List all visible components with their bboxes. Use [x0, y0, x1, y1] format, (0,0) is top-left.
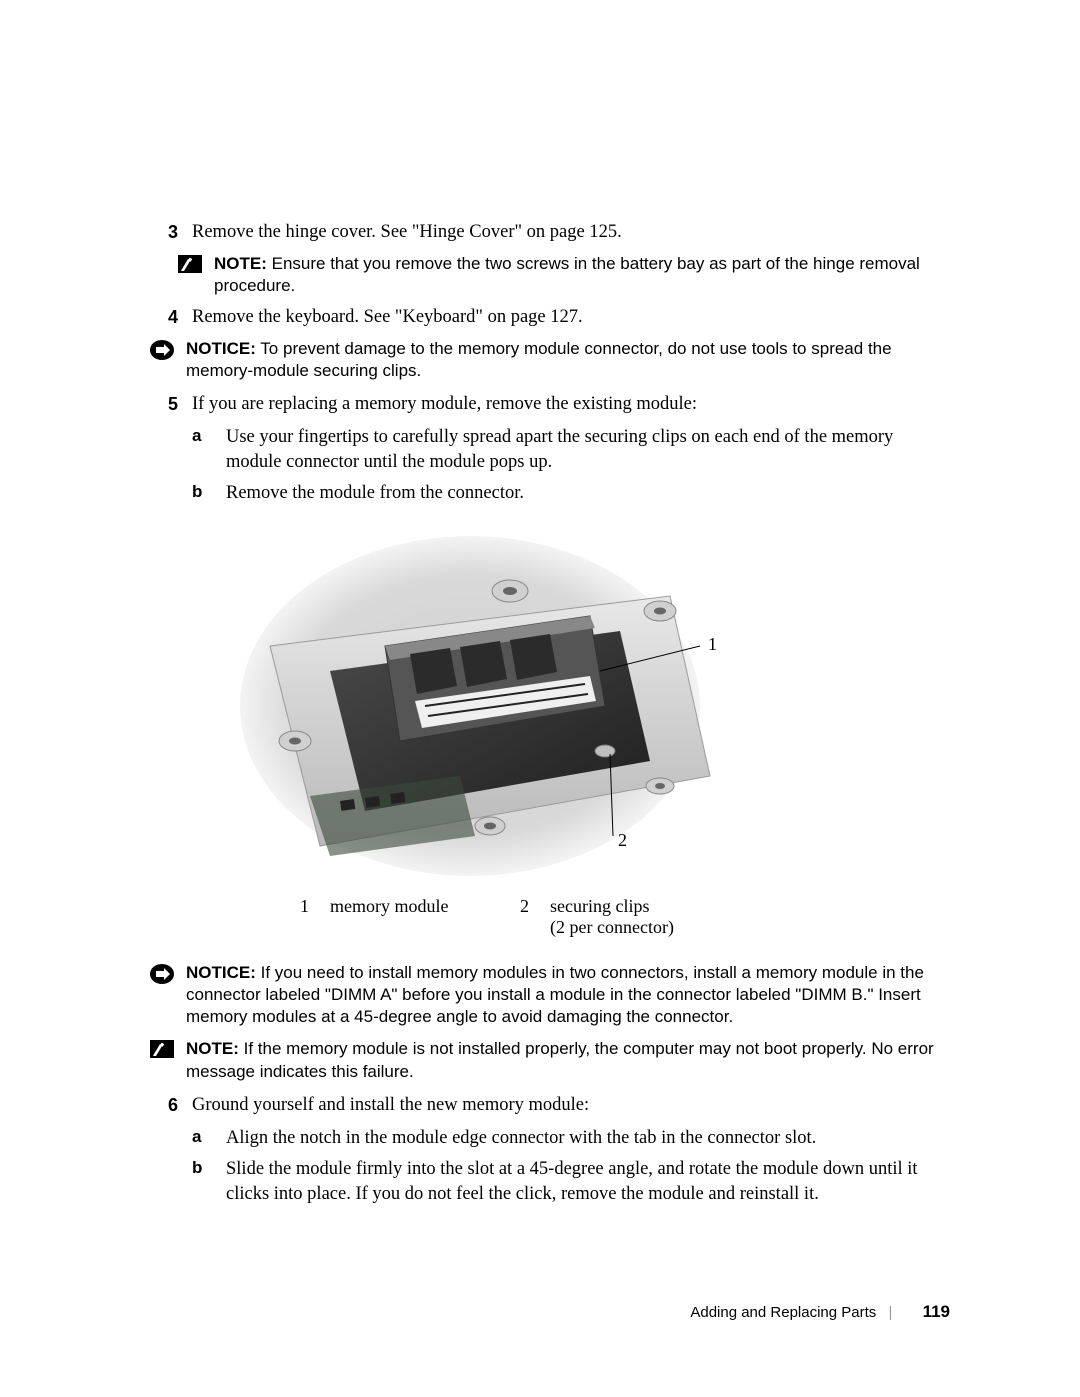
- substep-text: Slide the module firmly into the slot at…: [216, 1157, 950, 1207]
- figure-callout-2: 2: [618, 830, 627, 850]
- notice-icon: [150, 964, 176, 984]
- step-number: 3: [150, 220, 178, 245]
- substep-6b: b Slide the module firmly into the slot …: [192, 1157, 950, 1207]
- figure-callout-1: 1: [708, 634, 717, 654]
- legend-label-1: memory module: [320, 896, 520, 938]
- note-icon: [178, 255, 204, 275]
- notice-body: To prevent damage to the memory module c…: [186, 339, 892, 380]
- note-text: NOTE: Ensure that you remove the two scr…: [204, 253, 950, 297]
- step-5: 5 If you are replacing a memory module, …: [150, 392, 950, 417]
- step-text: Ground yourself and install the new memo…: [178, 1093, 950, 1118]
- legend-label-2: securing clips: [540, 896, 740, 917]
- memory-module-figure: 1 2: [150, 536, 950, 886]
- notice-body: If you need to install memory modules in…: [186, 963, 924, 1026]
- notice-icon: [150, 340, 176, 360]
- notice-callout: NOTICE: To prevent damage to the memory …: [150, 338, 950, 382]
- step-number: 6: [150, 1093, 178, 1118]
- step-6: 6 Ground yourself and install the new me…: [150, 1093, 950, 1118]
- legend-num-1: 1: [300, 896, 320, 938]
- step-text: Remove the keyboard. See "Keyboard" on p…: [178, 305, 950, 330]
- substep-letter: a: [192, 425, 216, 475]
- substep-letter: a: [192, 1126, 216, 1151]
- note-icon: [150, 1040, 176, 1060]
- manual-page: 3 Remove the hinge cover. See "Hinge Cov…: [0, 0, 1080, 1397]
- substep-6a: a Align the notch in the module edge con…: [192, 1126, 950, 1151]
- substep-5b: b Remove the module from the connector.: [192, 481, 950, 506]
- note-label: NOTE:: [186, 1039, 239, 1058]
- page-footer: Adding and Replacing Parts | 119: [690, 1302, 950, 1322]
- notice-text: NOTICE: If you need to install memory mo…: [176, 962, 950, 1028]
- step-3: 3 Remove the hinge cover. See "Hinge Cov…: [150, 220, 950, 245]
- footer-page-number: 119: [905, 1302, 950, 1321]
- substep-5a: a Use your fingertips to carefully sprea…: [192, 425, 950, 475]
- step-4: 4 Remove the keyboard. See "Keyboard" on…: [150, 305, 950, 330]
- step-text: If you are replacing a memory module, re…: [178, 392, 950, 417]
- notice-label: NOTICE:: [186, 963, 256, 982]
- step-number: 4: [150, 305, 178, 330]
- note-label: NOTE:: [214, 254, 267, 273]
- note-text: NOTE: If the memory module is not instal…: [176, 1038, 950, 1082]
- notice-label: NOTICE:: [186, 339, 256, 358]
- footer-section: Adding and Replacing Parts: [690, 1304, 876, 1321]
- legend-num-2: 2: [520, 896, 540, 938]
- figure-legend: 1 memory module 2 securing clips (2 per …: [300, 896, 950, 938]
- substep-letter: b: [192, 1157, 216, 1207]
- note-callout: NOTE: Ensure that you remove the two scr…: [178, 253, 950, 297]
- note-body: If the memory module is not installed pr…: [186, 1039, 934, 1080]
- substep-text: Remove the module from the connector.: [216, 481, 950, 506]
- step-number: 5: [150, 392, 178, 417]
- footer-separator: |: [880, 1304, 900, 1321]
- step-text: Remove the hinge cover. See "Hinge Cover…: [178, 220, 950, 245]
- substep-text: Use your fingertips to carefully spread …: [216, 425, 950, 475]
- notice-callout-2: NOTICE: If you need to install memory mo…: [150, 962, 950, 1028]
- note-body: Ensure that you remove the two screws in…: [214, 254, 920, 295]
- legend-label-2b: (2 per connector): [540, 917, 740, 938]
- substep-text: Align the notch in the module edge conne…: [216, 1126, 950, 1151]
- notice-text: NOTICE: To prevent damage to the memory …: [176, 338, 950, 382]
- note-callout-2: NOTE: If the memory module is not instal…: [150, 1038, 950, 1082]
- substep-letter: b: [192, 481, 216, 506]
